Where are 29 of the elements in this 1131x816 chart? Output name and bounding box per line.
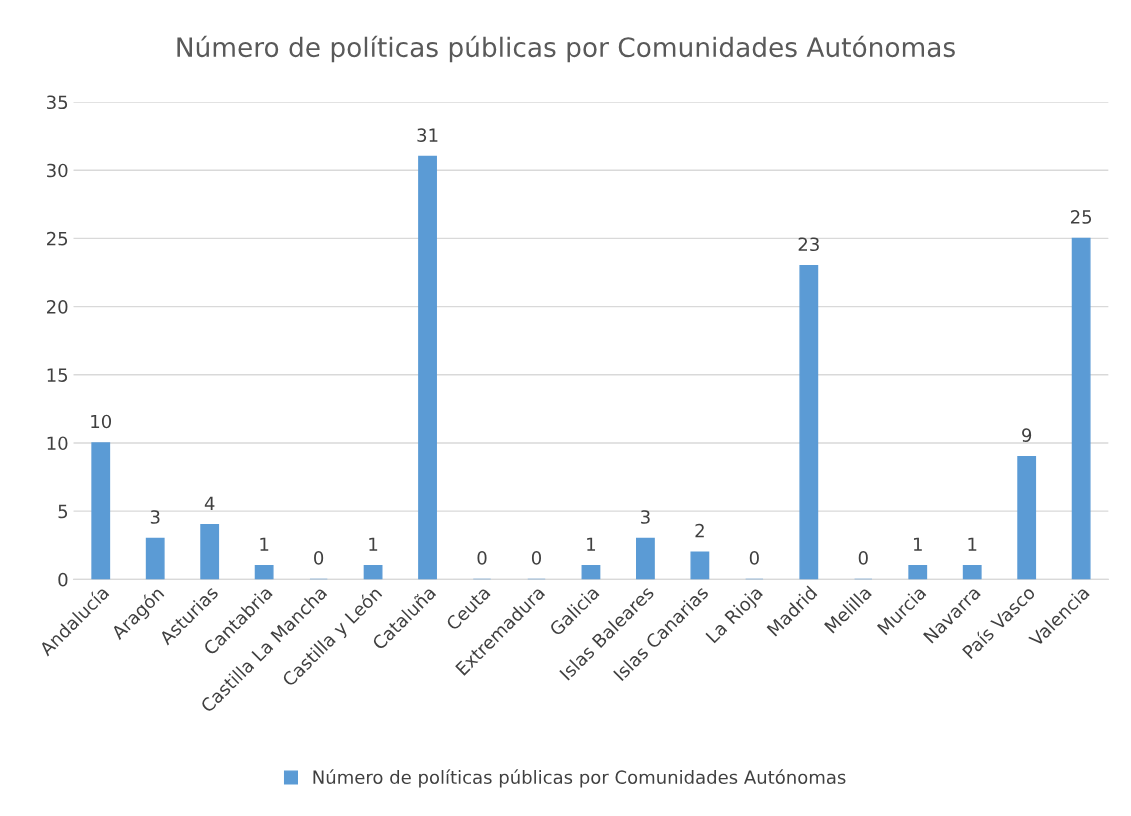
data-label: 25 [1070,210,1092,224]
data-label: 0 [477,551,487,565]
data-label: 0 [314,551,324,565]
y-tick-label: 0 [58,572,68,587]
data-label: 31 [417,128,438,142]
legend-label: Número de políticas públicas por Comunidades Autónomas [313,769,846,788]
data-label: 1 [260,537,269,551]
data-label: 1 [369,537,378,551]
y-tick-label: 30 [47,163,68,178]
data-label: 0 [858,551,868,565]
data-label: 4 [204,496,215,510]
data-label: 0 [749,551,759,565]
y-tick-label: 35 [47,95,68,110]
data-label: 0 [531,551,542,565]
chart-title: Número de políticas públicas por Comunidades Autónomas [177,35,955,63]
data-label: 1 [587,537,596,551]
data-label: 23 [798,237,819,252]
data-label: 10 [91,414,112,429]
data-label: 3 [641,510,650,524]
y-tick-label: 20 [47,300,68,314]
data-label: 3 [150,510,160,524]
data-label: 9 [1022,428,1032,442]
data-label: 1 [968,537,977,551]
data-label: 2 [695,523,704,538]
y-tick-label: 5 [58,504,68,519]
y-tick-label: 10 [47,436,68,451]
data-label: 1 [913,537,922,551]
y-tick-label: 25 [47,231,68,246]
y-tick-label: 15 [47,368,68,382]
